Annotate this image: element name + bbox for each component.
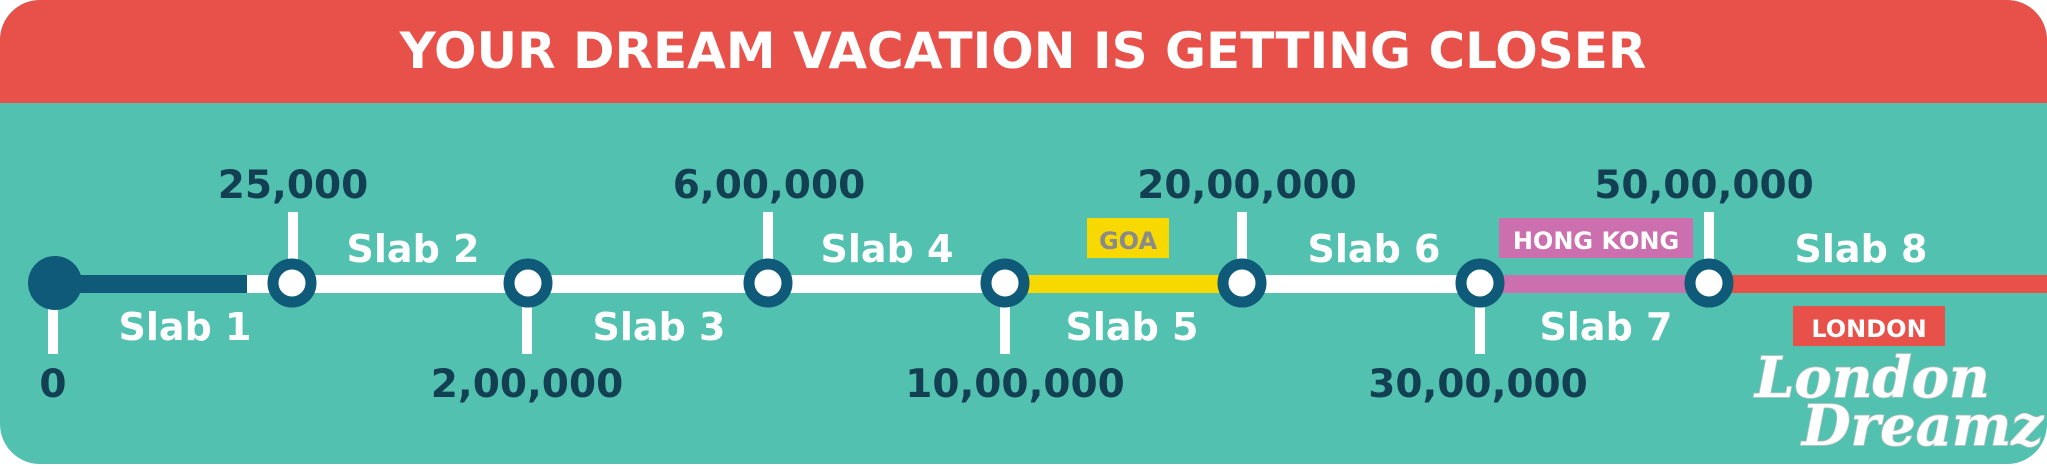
start-node [28,256,82,310]
slab-labels: Slab 1 Slab 2 Slab 3 Slab 4 Slab 5 Slab … [119,227,1928,349]
milestone-label: 50,00,000 [1594,163,1814,208]
node-600000 [743,258,793,308]
tick-5000000 [1704,212,1714,284]
milestone-ticks [48,212,1714,354]
slab-label: Slab 2 [347,227,480,271]
milestone-label: 10,00,000 [905,362,1125,407]
hong-kong-tag-bg [1499,218,1693,258]
slab-label: Slab 8 [1795,227,1928,271]
london-tag-bg [1793,306,1945,346]
header-bar [0,0,2047,103]
node-200000 [503,258,553,308]
track-segment-slab-6 [1242,275,1480,293]
london-tag: LONDON [1811,315,1926,343]
goa-tag-bg [1087,218,1169,258]
node-1000000 [980,258,1030,308]
milestone-labels: 0 25,000 2,00,000 6,00,000 10,00,000 20,… [39,163,1813,407]
london-dreamz-logo: London Dreamz [1752,344,2045,460]
milestone-label: 6,00,000 [673,163,865,208]
node-3000000 [1455,258,1505,308]
tick-600000 [763,212,773,284]
track-segment-slab-8-london [1709,275,2047,293]
destination-tags: GOA HONG KONG LONDON [1087,218,1945,346]
tick-0 [48,284,58,354]
milestone-label: 2,00,000 [431,362,623,407]
goa-tag: GOA [1099,227,1157,255]
track-segment-slab-7-hong-kong [1480,275,1709,293]
track-segment-slab-1 [55,275,249,293]
slab-label: Slab 1 [119,305,252,349]
slab-label: Slab 7 [1540,305,1673,349]
progress-track [55,275,2047,293]
tick-3000000 [1475,284,1485,354]
slab-label: Slab 6 [1308,227,1441,271]
hong-kong-tag: HONG KONG [1513,227,1679,255]
tick-25000 [288,212,298,284]
tick-1000000 [1000,284,1010,354]
milestone-label: 25,000 [218,163,369,208]
milestone-label: 20,00,000 [1137,163,1357,208]
node-5000000 [1684,258,1734,308]
track-segment-slab-5-goa [1005,275,1242,293]
tick-2000000 [1237,212,1247,284]
logo-line-1: London [1753,345,1990,411]
milestone-label: 30,00,000 [1368,362,1588,407]
node-25000 [267,258,317,308]
milestone-nodes [28,256,1734,310]
tick-200000 [522,284,532,354]
page-title: YOUR DREAM VACATION IS GETTING CLOSER [399,22,1647,80]
milestone-label: 0 [39,362,66,407]
slab-label: Slab 5 [1066,305,1199,349]
slab-label: Slab 4 [821,227,954,271]
slab-label: Slab 3 [593,305,726,349]
track-segment-slab-2-4 [292,275,1005,293]
logo-line-2: Dreamz [1800,393,2044,459]
node-2000000 [1217,258,1267,308]
